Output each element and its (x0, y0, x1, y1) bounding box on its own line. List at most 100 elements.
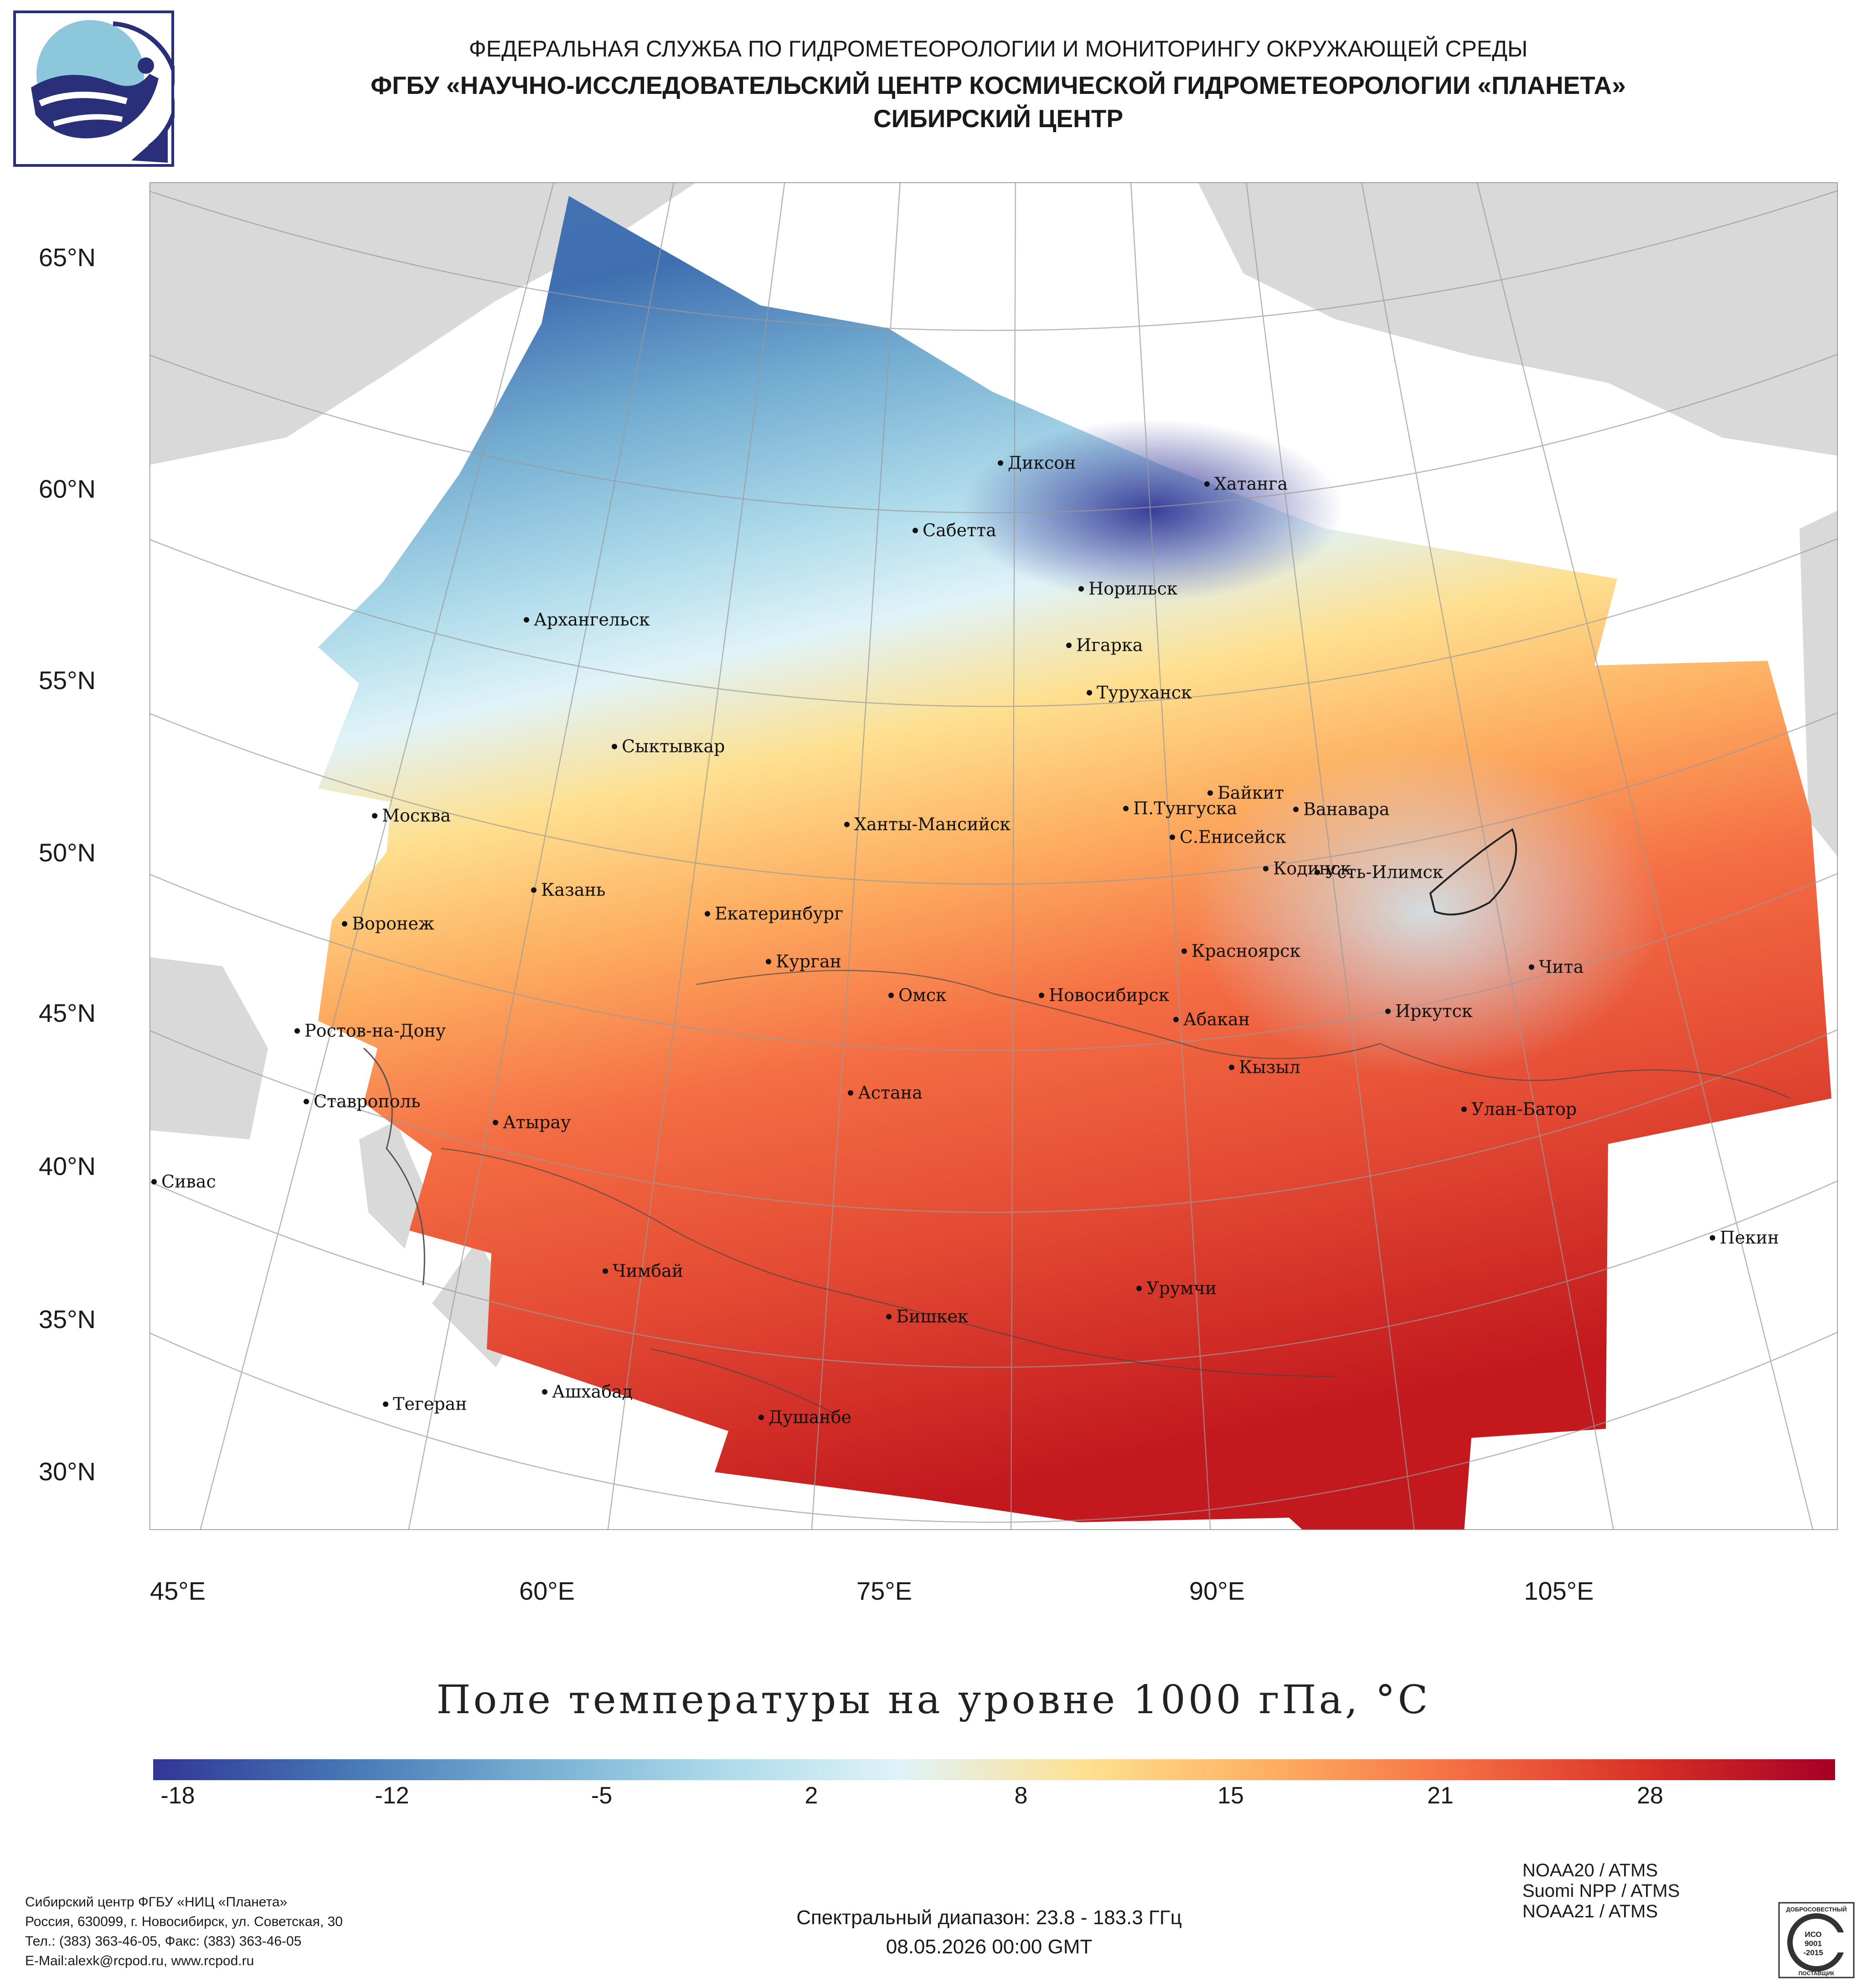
city-label: Чита (1539, 957, 1584, 977)
svg-text:ПОСТАВЩИК: ПОСТАВЩИК (1799, 1970, 1835, 1977)
colorbar-tick-label: -5 (591, 1782, 613, 1809)
city-dot (1181, 948, 1187, 954)
city-marker: Ванавара (1293, 798, 1390, 819)
iso-certificate-seal: ДОБРОСОВЕСТНЫЙ ИСО 9001 -2015 ПОСТАВЩИК (1778, 1902, 1855, 1978)
city-label: Сабетта (923, 520, 996, 541)
city-label: Сыктывкар (622, 736, 725, 757)
lat-label: 40°N (38, 1152, 96, 1180)
city-label: Пекин (1720, 1227, 1779, 1248)
temperature-map (150, 182, 1838, 1530)
city-label: Кызыл (1239, 1057, 1300, 1077)
city-marker: Диксон (998, 451, 1076, 473)
city-marker: Ставрополь (304, 1090, 420, 1112)
city-marker: Урумчи (1136, 1277, 1217, 1298)
org-phone: Тел.: (383) 363-46-05, Факс: (383) 363-4… (25, 1934, 302, 1949)
lat-label: 45°N (38, 999, 96, 1027)
city-marker: Атырау (493, 1111, 571, 1133)
city-dot (1293, 806, 1299, 812)
city-label: П.Тунгуска (1133, 798, 1238, 819)
city-label: Курган (776, 951, 841, 972)
lon-label: 45°E (150, 1576, 206, 1605)
city-marker: Новосибирск (1039, 984, 1169, 1005)
city-marker: Чимбай (603, 1259, 683, 1281)
city-label: Диксон (1008, 453, 1076, 473)
colorbar-tick-label: 2 (805, 1782, 818, 1809)
city-marker: Душанбе (758, 1406, 851, 1427)
colorbar (153, 1759, 1835, 1780)
city-marker: Сивас (151, 1170, 216, 1192)
city-marker: Архангельск (524, 608, 650, 630)
colorbar-tick-label: 8 (1014, 1782, 1028, 1809)
lat-label: 50°N (38, 838, 96, 867)
org-address: Россия, 630099, г. Новосибирск, ул. Сове… (25, 1914, 343, 1929)
city-dot (1066, 642, 1072, 648)
city-label: Абакан (1183, 1009, 1250, 1030)
city-dot (493, 1119, 498, 1125)
city-label: Игарка (1076, 635, 1143, 655)
colorbar-tick-label: 28 (1637, 1782, 1663, 1809)
city-label: Екатеринбург (715, 903, 844, 924)
city-marker: Бишкек (886, 1305, 969, 1327)
header-agency: ФЕДЕРАЛЬНАЯ СЛУЖБА ПО ГИДРОМЕТЕОРОЛОГИИ … (469, 36, 1528, 62)
city-dot (1229, 1064, 1234, 1070)
city-dot (998, 460, 1003, 466)
city-marker: Тегеран (383, 1392, 467, 1414)
city-marker: Кызыл (1229, 1056, 1300, 1077)
city-label: Усть-Илимск (1325, 862, 1444, 882)
city-marker: Хатанга (1204, 472, 1288, 494)
city-label: Ханты-Мансийск (854, 814, 1011, 834)
city-dot (888, 992, 894, 998)
colorbar-tick-label: 15 (1217, 1782, 1244, 1809)
city-dot (372, 813, 377, 819)
lon-label: 90°E (1189, 1576, 1245, 1605)
city-label: Сивас (161, 1171, 216, 1192)
city-marker: Ханты-Мансийск (844, 813, 1011, 834)
city-dot (1087, 690, 1092, 695)
city-label: Ставрополь (314, 1091, 421, 1112)
city-label: Атырау (503, 1112, 571, 1133)
city-dot (1315, 869, 1320, 875)
city-dot (1173, 1016, 1179, 1022)
city-label: Астана (858, 1082, 923, 1103)
city-label: С.Енисейск (1180, 827, 1286, 847)
colorbar-tick-label: -18 (160, 1782, 195, 1809)
city-marker: П.Тунгуска (1123, 797, 1237, 819)
city-dot (1136, 1285, 1142, 1291)
city-label: Омск (898, 985, 947, 1005)
city-label: Урумчи (1146, 1278, 1217, 1298)
city-dot (542, 1389, 547, 1395)
city-marker: Игарка (1066, 633, 1143, 655)
city-label: Чимбай (613, 1261, 684, 1281)
city-dot (848, 1090, 853, 1096)
city-dot (766, 958, 771, 964)
lon-label: 75°E (856, 1576, 913, 1605)
city-label: Норильск (1088, 578, 1178, 599)
lat-label: 60°N (38, 474, 96, 503)
city-marker: Астана (848, 1081, 923, 1103)
city-label: Архангельск (534, 609, 650, 630)
city-dot (151, 1179, 157, 1185)
city-dot (1078, 586, 1084, 592)
city-label: Москва (382, 805, 451, 826)
city-label: Байкит (1217, 783, 1284, 803)
svg-text:-2015: -2015 (1803, 1948, 1823, 1957)
city-label: Новосибирск (1049, 985, 1170, 1005)
city-marker: Воронеж (342, 912, 434, 934)
lon-label: 60°E (519, 1576, 575, 1605)
city-label: Душанбе (768, 1407, 851, 1427)
city-dot (886, 1313, 892, 1319)
city-marker: Байкит (1207, 781, 1284, 803)
city-marker: Туруханск (1087, 681, 1192, 703)
city-marker: Пекин (1710, 1226, 1779, 1248)
city-marker: Норильск (1078, 577, 1178, 599)
lat-label: 35°N (38, 1305, 96, 1334)
city-dot (1461, 1106, 1467, 1112)
city-marker: Ростов-на-Дону (294, 1019, 446, 1041)
city-dot (844, 821, 850, 827)
city-marker: Сабетта (913, 519, 996, 541)
city-dot (1204, 481, 1210, 487)
org-name: Сибирский центр ФГБУ «НИЦ «Планета» (25, 1895, 288, 1910)
city-label: Ростов-на-Дону (304, 1020, 446, 1041)
instrument-item: NOAA20 / ATMS (1522, 1860, 1658, 1880)
city-dot (758, 1414, 764, 1420)
